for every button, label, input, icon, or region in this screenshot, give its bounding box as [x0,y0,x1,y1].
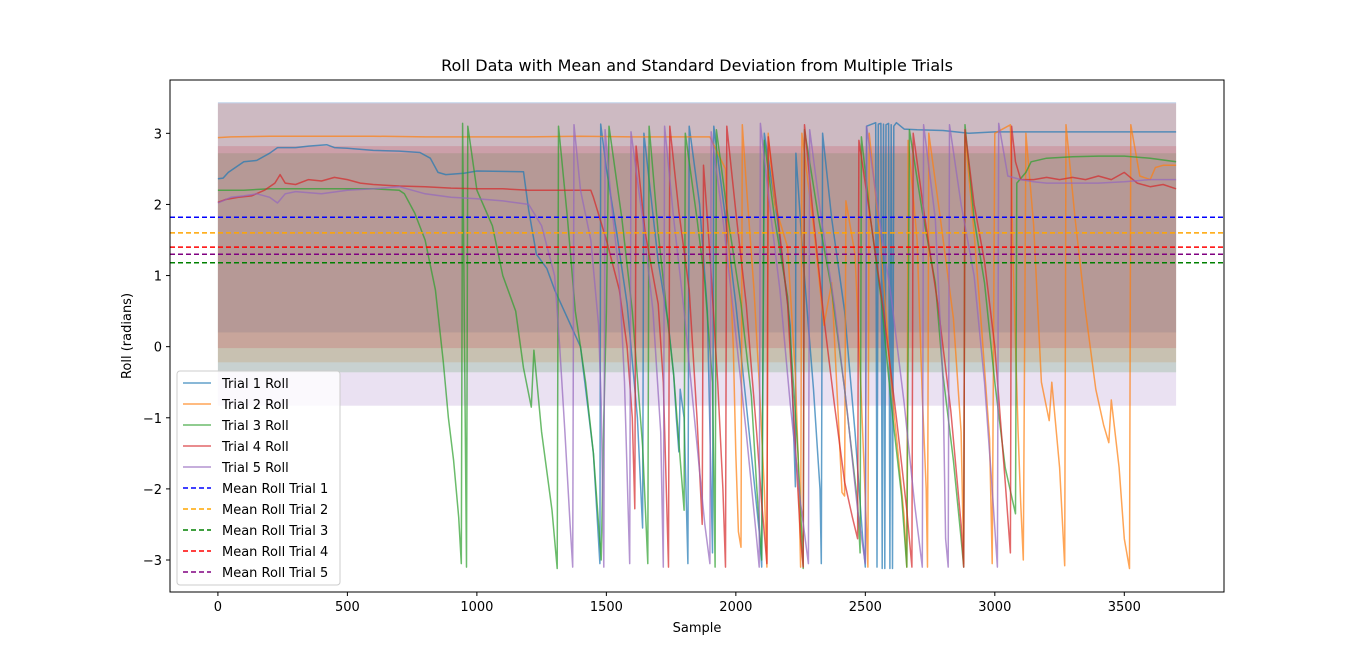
legend-label: Trial 4 Roll [221,440,289,455]
y-tick-label: 3 [154,127,162,142]
y-tick-label: −3 [143,554,162,569]
x-tick-label: 1000 [460,600,493,615]
x-axis-ticks: 0 500 1000 1500 2000 2500 3000 3500 [214,592,1141,615]
legend-label: Mean Roll Trial 2 [222,503,328,518]
legend-label: Trial 3 Roll [221,419,289,434]
legend-label: Trial 1 Roll [221,377,289,392]
series-line-trial-5 [217,122,1177,568]
x-tick-label: 0 [214,600,222,615]
plot-frame [169,79,1225,593]
legend-label: Mean Roll Trial 4 [222,545,328,560]
x-tick-label: 1500 [590,600,623,615]
std-band-trial-5 [217,102,1177,406]
legend-label: Trial 5 Roll [221,461,289,476]
y-tick-label: 0 [154,341,162,356]
x-tick-label: 2500 [849,600,882,615]
y-axis-label: Roll (radians) [120,293,135,379]
x-tick-label: 500 [335,600,360,615]
chart-title: Roll Data with Mean and Standard Deviati… [441,56,953,75]
y-axis-ticks: −3 −2 −1 0 1 2 3 [143,127,170,569]
y-tick-label: 1 [154,270,162,285]
legend: Trial 1 Roll Trial 2 Roll Trial 3 Roll Tria… [176,370,341,586]
legend-box [176,370,341,586]
y-tick-label: −1 [143,412,162,427]
series-lines [217,121,1177,570]
x-axis-label: Sample [673,621,722,636]
legend-label: Mean Roll Trial 3 [222,524,328,539]
legend-label: Mean Roll Trial 5 [222,566,328,581]
x-tick-label: 3500 [1108,600,1141,615]
x-tick-label: 2000 [719,600,752,615]
y-tick-label: 2 [154,198,162,213]
std-bands [217,102,1177,406]
series-line-trial-3 [217,122,1177,570]
legend-label: Trial 2 Roll [221,398,289,413]
y-tick-label: −2 [143,483,162,498]
x-tick-label: 3000 [978,600,1011,615]
legend-label: Mean Roll Trial 1 [222,482,328,497]
